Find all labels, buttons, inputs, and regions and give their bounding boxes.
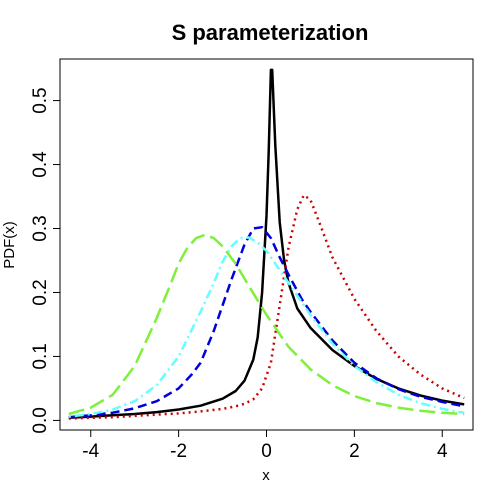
x-axis: -4 -2 0 2 4	[82, 429, 448, 462]
x-tick-label: -4	[82, 441, 99, 462]
series-line-3	[68, 236, 465, 418]
series-line-1	[68, 193, 465, 420]
series-line-2	[68, 225, 465, 419]
y-tick-label: 0.2	[30, 279, 51, 305]
y-tick-label: 0.5	[30, 87, 51, 113]
y-tick-label: 0.1	[30, 343, 51, 369]
series-line-4	[68, 233, 465, 416]
chart-title: S parameterization	[172, 20, 369, 45]
y-tick-label: 0.4	[30, 151, 51, 178]
x-axis-title: x	[262, 467, 270, 484]
x-tick-label: 2	[349, 441, 360, 462]
series-layer	[68, 68, 465, 420]
y-tick-label: 0.0	[30, 407, 51, 433]
y-axis: 0.0 0.1 0.2 0.3 0.4 0.5	[30, 87, 61, 434]
series-line-0	[68, 68, 465, 420]
x-tick-label: 4	[437, 441, 448, 462]
plot-frame	[59, 58, 474, 431]
x-tick-label: -2	[170, 441, 187, 462]
y-tick-label: 0.3	[30, 215, 51, 241]
y-axis-title: PDF(x)	[1, 221, 18, 269]
x-tick-label: 0	[261, 441, 272, 462]
